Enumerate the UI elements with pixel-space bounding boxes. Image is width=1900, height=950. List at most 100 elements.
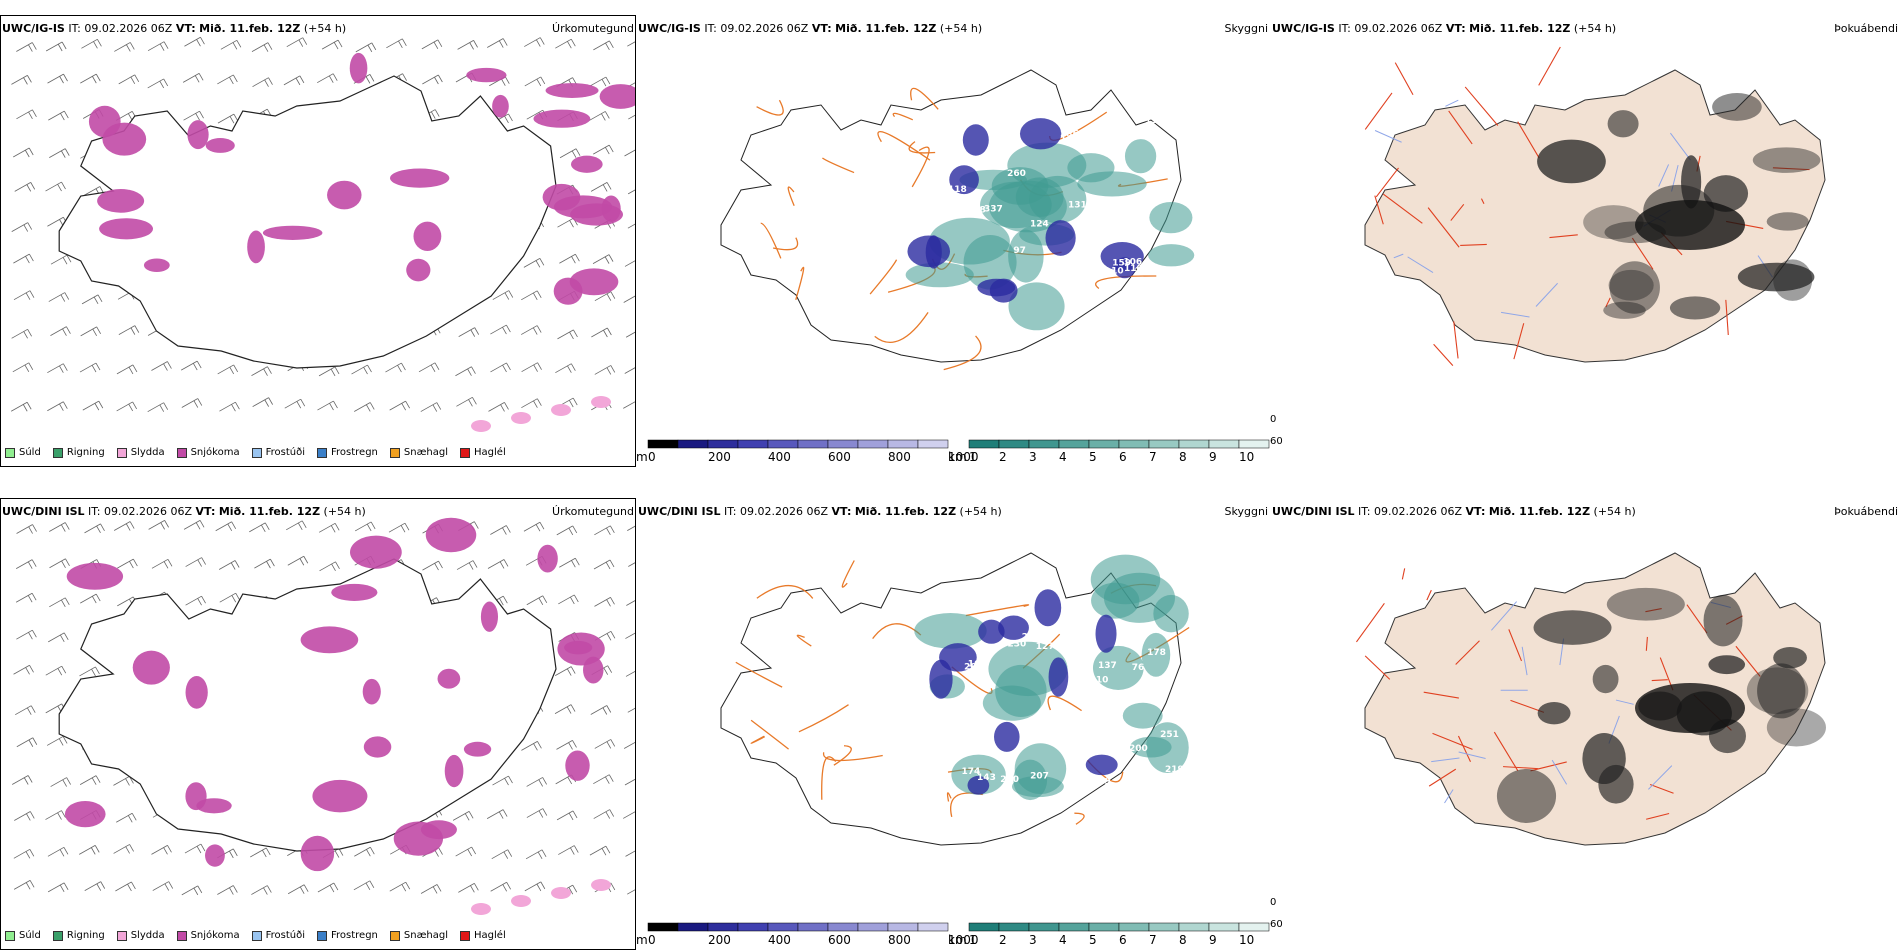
wind-barb <box>317 882 339 893</box>
km-bar-tick: 9 <box>1209 933 1217 947</box>
fog-area <box>1737 262 1815 292</box>
km-bar-cell <box>1238 922 1270 932</box>
wind-barb <box>16 42 37 52</box>
wind-barb <box>627 223 635 229</box>
wind-barb <box>50 326 71 336</box>
road-line <box>965 604 1030 617</box>
km-bar-tick: 4 <box>1059 933 1067 947</box>
visibility-panel-title: Skyggni <box>1224 22 1268 35</box>
cloud-base-label: 230 <box>1008 640 1027 650</box>
visibility-header-wrap: UWC/DINI ISL IT: 09.02.2026 06Z VT: Mið.… <box>636 503 1270 519</box>
lead-time: (+54 h) <box>303 22 347 35</box>
road-line <box>1074 812 1085 825</box>
km-bar-cell <box>1088 439 1120 449</box>
km-bar-tick: 10 <box>1239 450 1254 464</box>
road-line <box>1646 812 1670 820</box>
visibility-area <box>1013 759 1048 801</box>
wind-barb <box>591 327 612 338</box>
road-line <box>1725 299 1729 336</box>
wind-barb <box>181 360 202 371</box>
wind-barb <box>594 739 616 749</box>
km-bar-tick: 5 <box>1089 933 1097 947</box>
snow-area <box>492 94 509 118</box>
snow-area <box>570 203 623 226</box>
wind-barb <box>49 522 70 532</box>
river-line <box>1458 751 1486 759</box>
legend-item: Slydda <box>116 447 165 458</box>
wind-barb <box>47 73 68 84</box>
legend-item: Slydda <box>116 930 165 941</box>
road-line <box>1530 761 1567 772</box>
sleet-area <box>591 396 611 408</box>
snow-area <box>247 230 265 264</box>
river-line <box>1551 759 1568 785</box>
panel-header: UWC/DINI ISL IT: 09.02.2026 06Z VT: Mið.… <box>1272 505 1636 518</box>
km-bar-tick: 4 <box>1059 450 1067 464</box>
wind-barb <box>589 845 611 856</box>
wind-barb <box>11 328 32 339</box>
it-label: IT: <box>1358 505 1371 518</box>
fog-map <box>1364 46 1826 367</box>
vt-label: VT: <box>1465 505 1486 518</box>
wind-barb <box>526 777 547 787</box>
height-bar-cell <box>887 922 919 932</box>
wind-barb <box>627 889 635 895</box>
snow-area <box>205 138 235 153</box>
fog-legend-value: 60 <box>1270 435 1283 447</box>
snow-area <box>565 750 590 781</box>
cloud-base-label: 768 <box>1099 117 1118 127</box>
wind-barb <box>16 109 37 120</box>
wind-barb <box>624 778 635 786</box>
legend-item: Frostregn <box>317 930 378 941</box>
low-cloud-area <box>998 615 1029 640</box>
legend-item: Frostregn <box>317 447 378 458</box>
low-cloud-area <box>978 619 1005 644</box>
fog-area <box>1669 296 1721 320</box>
wind-barb <box>181 398 203 408</box>
fog-legend-row: 60 <box>1270 917 1283 931</box>
legend-label: Snjókoma <box>190 447 240 458</box>
legend-swatch <box>389 447 400 458</box>
snow-area <box>537 544 558 573</box>
fog-legend-row: 0 <box>1270 895 1276 909</box>
cloud-base-label: 251 <box>1160 730 1179 740</box>
snow-area <box>363 736 392 758</box>
wind-barb <box>251 885 272 895</box>
road-line <box>1426 589 1432 601</box>
fog-area <box>1606 587 1685 621</box>
low-cloud-area <box>994 721 1020 752</box>
wind-barb <box>624 260 635 267</box>
legend-label: Slydda <box>130 930 165 941</box>
legend-swatch <box>52 447 63 458</box>
wind-barb <box>116 364 138 375</box>
legend-swatch <box>317 447 327 458</box>
km-bar-cell <box>1208 922 1240 932</box>
wind-barb <box>593 774 614 785</box>
legend-item: Snæhagl <box>389 930 448 941</box>
low-cloud-area <box>929 659 953 699</box>
fog-area <box>1603 301 1646 319</box>
legend-label: Haglél <box>474 447 506 458</box>
wind-barb <box>45 41 67 52</box>
wind-barb <box>624 149 635 157</box>
wind-barb <box>321 39 343 50</box>
sleet-area <box>551 404 571 416</box>
wind-barb <box>593 144 614 155</box>
lead-time: (+54 h) <box>1573 22 1617 35</box>
road-line <box>1455 640 1480 665</box>
cloud-base-label: 118 <box>948 185 967 195</box>
road-line <box>796 634 812 647</box>
fog-area <box>1583 205 1644 240</box>
km-bar-unit: km <box>948 933 967 947</box>
fog-area <box>1635 683 1745 733</box>
wind-barb <box>628 114 635 120</box>
vt-value: Mið. 11.feb. 12Z <box>835 22 937 35</box>
snow-area <box>362 678 381 705</box>
vt-label: VT: <box>831 505 852 518</box>
it-label: IT: <box>68 22 81 35</box>
snow-area <box>406 258 431 282</box>
precip-panel-title: Úrkomutegund <box>552 22 634 35</box>
wind-barb <box>16 737 38 748</box>
iceland-coastline <box>58 75 557 369</box>
vt-label: VT: <box>811 22 832 35</box>
